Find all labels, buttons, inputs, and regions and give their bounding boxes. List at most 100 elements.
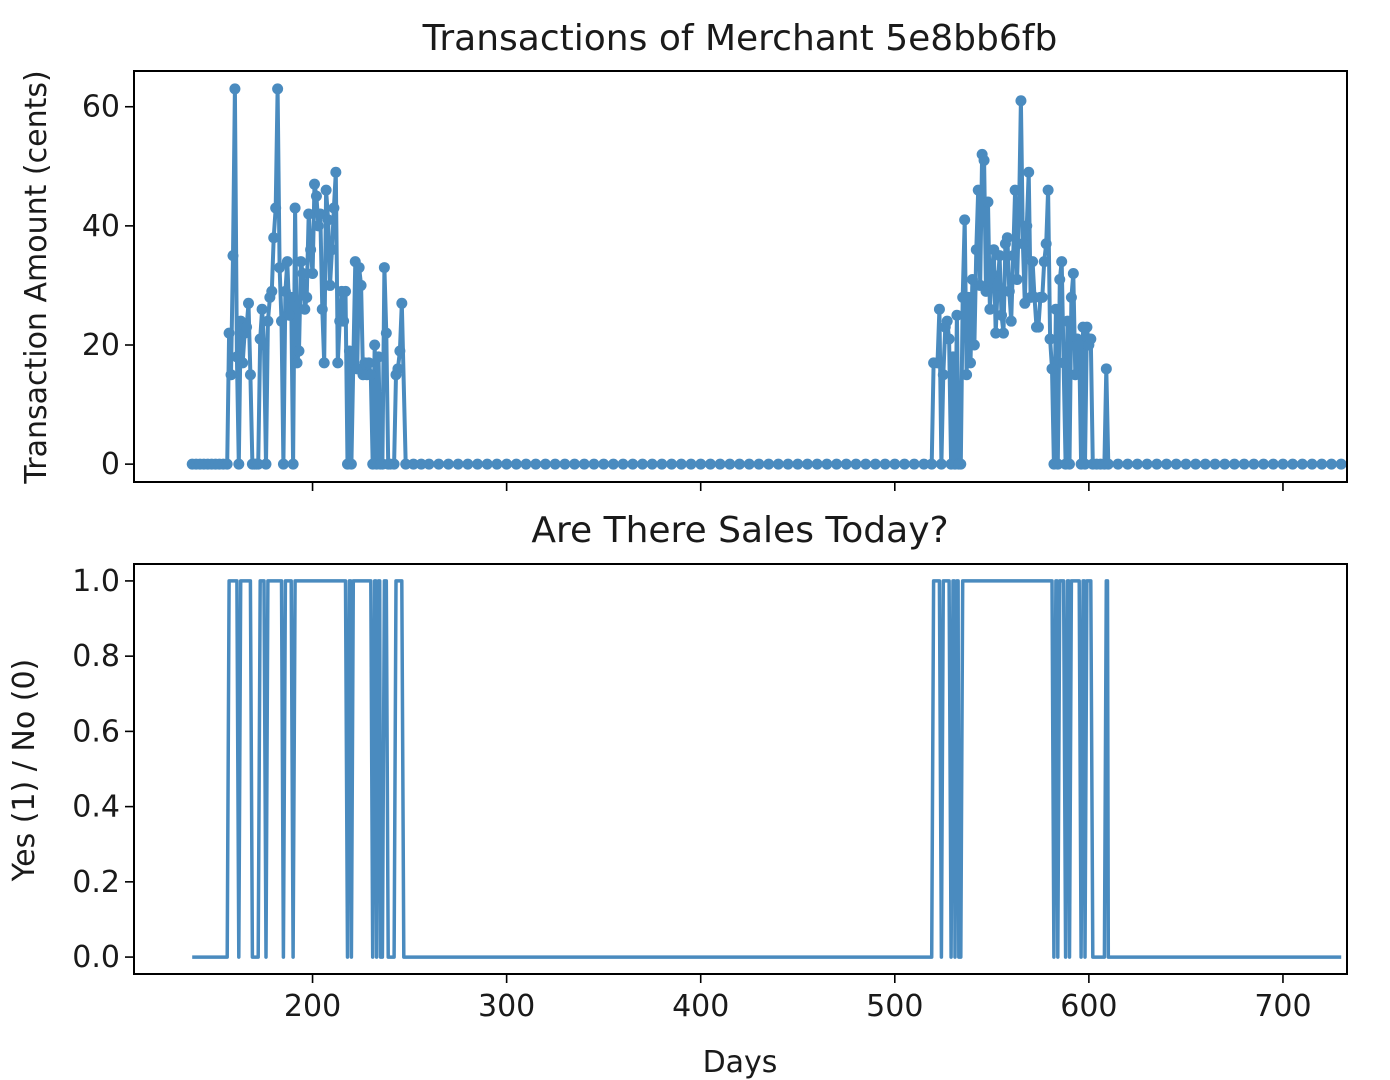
transactions-point bbox=[994, 250, 1006, 262]
transactions-point bbox=[378, 262, 390, 274]
sales-indicator-y-tick-label: 0.0 bbox=[72, 940, 120, 975]
transactions-point bbox=[984, 303, 996, 315]
transactions-point bbox=[380, 327, 392, 339]
transactions-series bbox=[186, 83, 1347, 470]
sales-indicator-series bbox=[192, 579, 1342, 959]
transactions-point bbox=[338, 315, 350, 327]
transactions-point bbox=[935, 458, 947, 470]
sales-indicator-x-tick-label: 700 bbox=[1254, 989, 1311, 1024]
transactions-point bbox=[243, 297, 255, 309]
transactions-point bbox=[951, 309, 963, 321]
transactions-point bbox=[869, 458, 881, 470]
transactions-point bbox=[355, 279, 367, 291]
transactions-point bbox=[400, 458, 412, 470]
transactions-point bbox=[520, 458, 532, 470]
transactions-point bbox=[1073, 339, 1085, 351]
transactions-point bbox=[266, 285, 278, 297]
transactions-point bbox=[1007, 250, 1019, 262]
transactions-point bbox=[968, 339, 980, 351]
transactions-point bbox=[369, 339, 381, 351]
transactions-y-tick-label: 20 bbox=[82, 328, 120, 363]
transactions-plot-frame bbox=[133, 70, 1348, 483]
transactions-point bbox=[1335, 458, 1347, 470]
transactions-point bbox=[491, 458, 503, 470]
transactions-point bbox=[898, 458, 910, 470]
transactions-point bbox=[225, 369, 237, 381]
sales-indicator-x-tick-label: 500 bbox=[866, 989, 923, 1024]
transactions-point bbox=[685, 458, 697, 470]
sales-indicator-x-tick-label: 300 bbox=[478, 989, 535, 1024]
transactions-point bbox=[1325, 458, 1337, 470]
transactions-point bbox=[310, 190, 322, 202]
transactions-point bbox=[955, 458, 967, 470]
transactions-point bbox=[941, 315, 953, 327]
transactions-point bbox=[931, 357, 943, 369]
transactions-point bbox=[1180, 458, 1192, 470]
transactions-point bbox=[345, 458, 357, 470]
sales-indicator-y-tick-label: 1.0 bbox=[72, 564, 120, 599]
transactions-point bbox=[314, 208, 326, 220]
transactions-point bbox=[801, 458, 813, 470]
transactions-point bbox=[1042, 184, 1054, 196]
transactions-point bbox=[394, 345, 406, 357]
transactions-point bbox=[1100, 363, 1112, 375]
transactions-point bbox=[607, 458, 619, 470]
transactions-point bbox=[326, 244, 338, 256]
transactions-point bbox=[947, 351, 959, 363]
transactions-point bbox=[1001, 232, 1013, 244]
transactions-point bbox=[1079, 458, 1091, 470]
transactions-point bbox=[1062, 315, 1074, 327]
transactions-point bbox=[328, 202, 340, 214]
transactions-point bbox=[1046, 363, 1058, 375]
transactions-point bbox=[233, 458, 245, 470]
transactions-point bbox=[908, 458, 920, 470]
transactions-point bbox=[365, 369, 377, 381]
transactions-point bbox=[1013, 208, 1025, 220]
transactions-point bbox=[860, 458, 872, 470]
transactions-point bbox=[287, 458, 299, 470]
transactions-point bbox=[442, 458, 454, 470]
sales-indicator-title: Are There Sales Today? bbox=[531, 510, 948, 551]
transactions-point bbox=[307, 268, 319, 280]
sales-indicator-y-axis-label: Yes (1) / No (0) bbox=[7, 659, 42, 882]
transactions-point bbox=[223, 327, 235, 339]
transactions-point bbox=[283, 309, 295, 321]
transactions-point bbox=[295, 256, 307, 268]
transactions-point bbox=[627, 458, 639, 470]
transactions-point bbox=[966, 273, 978, 285]
transactions-point bbox=[1287, 458, 1299, 470]
transactions-point bbox=[1038, 256, 1050, 268]
transactions-point bbox=[501, 458, 513, 470]
transactions-point bbox=[943, 333, 955, 345]
transactions-point bbox=[1056, 256, 1068, 268]
transactions-point bbox=[997, 327, 1009, 339]
transactions-point bbox=[980, 285, 992, 297]
transactions-y-tick-label: 0 bbox=[101, 447, 120, 482]
transactions-point bbox=[415, 458, 427, 470]
transactions-point bbox=[539, 458, 551, 470]
transactions-point bbox=[252, 458, 264, 470]
transactions-point bbox=[530, 458, 542, 470]
transactions-point bbox=[559, 458, 571, 470]
sales-indicator-plot-frame bbox=[133, 563, 1348, 975]
transactions-point bbox=[1032, 321, 1044, 333]
transactions-point bbox=[276, 315, 288, 327]
transactions-point bbox=[1050, 303, 1062, 315]
transactions-point bbox=[792, 458, 804, 470]
transactions-y-tick-label: 40 bbox=[82, 209, 120, 244]
transactions-point bbox=[588, 458, 600, 470]
transactions-point bbox=[462, 458, 474, 470]
transactions-point bbox=[277, 458, 289, 470]
transactions-point bbox=[1199, 458, 1211, 470]
transactions-point bbox=[312, 220, 324, 232]
transactions-point bbox=[299, 303, 311, 315]
transactions-point bbox=[578, 458, 590, 470]
transactions-point bbox=[1151, 458, 1163, 470]
transactions-point bbox=[1085, 333, 1097, 345]
transactions-point bbox=[753, 458, 765, 470]
transactions-point bbox=[636, 458, 648, 470]
transactions-point bbox=[1011, 273, 1023, 285]
transactions-point bbox=[1052, 458, 1064, 470]
transactions-point bbox=[293, 345, 305, 357]
